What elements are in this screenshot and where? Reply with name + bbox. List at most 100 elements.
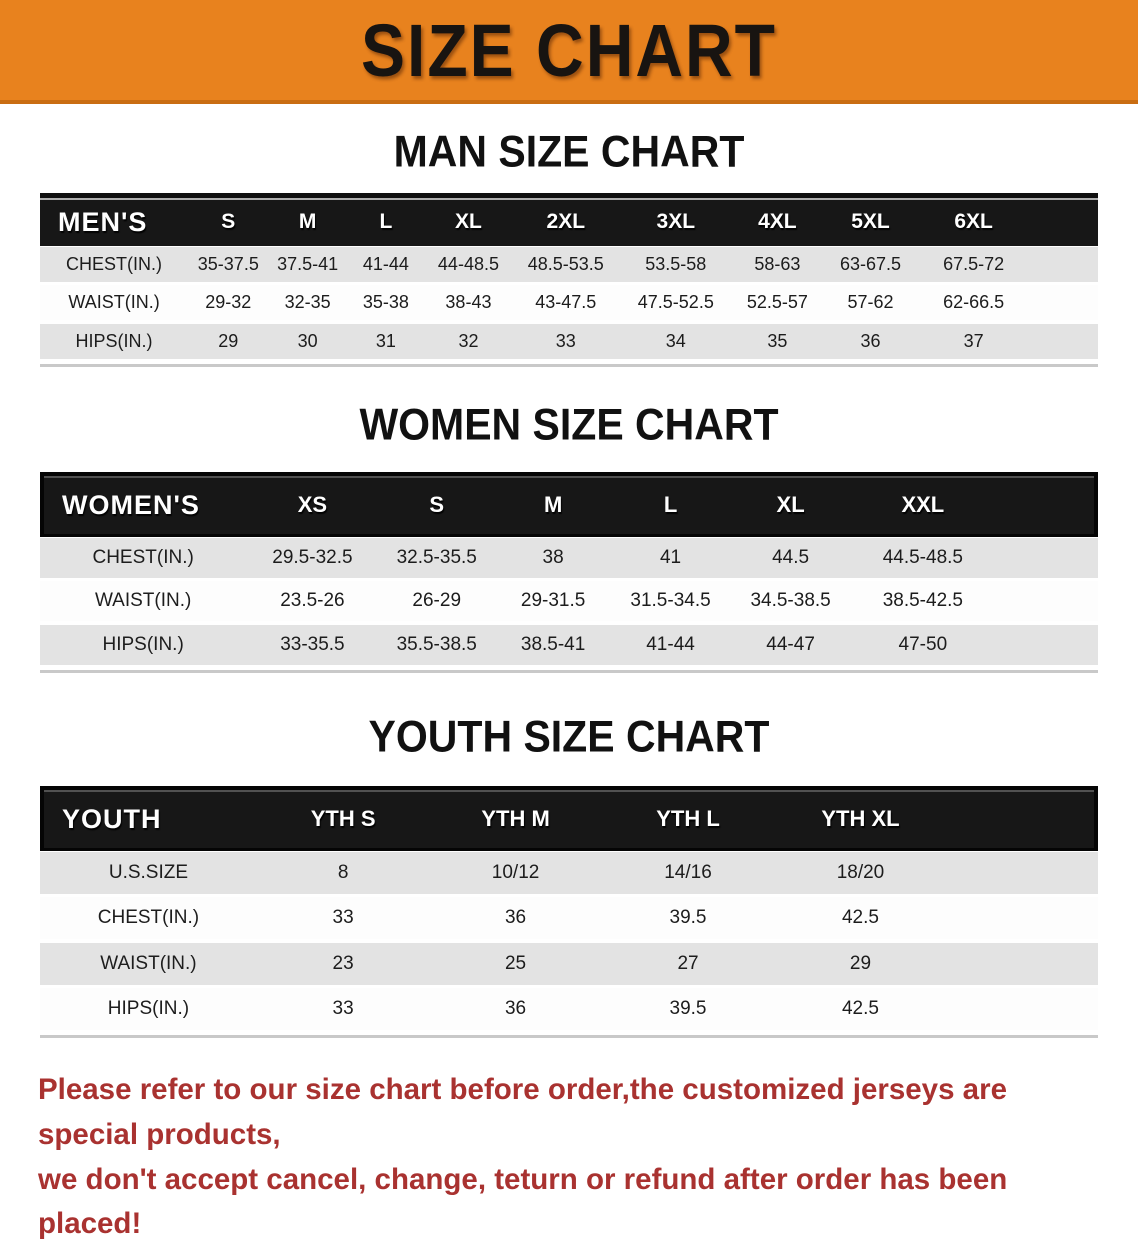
size-cell: 35: [731, 323, 823, 362]
youth-col-header: YTH M: [429, 786, 602, 851]
men-col-header: 6XL: [918, 193, 1030, 246]
size-cell-filler: [994, 624, 1098, 668]
women-hips-row: HIPS(IN.) 33-35.5 35.5-38.5 38.5-41 41-4…: [40, 624, 1098, 668]
size-cell: 63-67.5: [822, 246, 919, 285]
row-label: HIPS(IN.): [40, 624, 247, 668]
row-label: WAIST(IN.): [40, 942, 257, 988]
size-cell: 52.5-57: [731, 285, 823, 323]
disclaimer-text: Please refer to our size chart before or…: [38, 1068, 1100, 1247]
size-cell: 29: [774, 942, 947, 988]
youth-header-row: YOUTH YTH S YTH M YTH L YTH XL: [40, 786, 1098, 851]
size-cell: 8: [256, 851, 430, 897]
size-cell: 58-63: [731, 246, 823, 285]
size-cell: 47-50: [851, 624, 995, 668]
size-cell: 36: [429, 897, 602, 942]
youth-size-table: YOUTH YTH S YTH M YTH L YTH XL U.S.SIZE …: [40, 786, 1098, 1033]
men-table-underline: [40, 364, 1098, 367]
size-cell: 44.5-48.5: [851, 537, 995, 581]
row-label: WAIST(IN.): [40, 581, 247, 624]
men-col-header: 4XL: [731, 193, 823, 246]
men-col-header: L: [346, 193, 426, 246]
size-cell-filler: [946, 851, 1098, 897]
size-cell-filler: [994, 581, 1098, 624]
size-cell: 30: [268, 323, 347, 362]
size-cell: 32: [425, 323, 512, 362]
size-cell: 32.5-35.5: [378, 537, 495, 581]
women-size-chart-heading: WOMEN SIZE CHART: [359, 399, 779, 450]
size-cell: 47.5-52.5: [619, 285, 732, 323]
row-label: WAIST(IN.): [40, 285, 189, 323]
size-cell: 14/16: [601, 851, 775, 897]
size-cell: 23: [256, 942, 430, 988]
size-cell: 44-48.5: [425, 246, 512, 285]
size-cell: 62-66.5: [918, 285, 1030, 323]
men-col-header: 2XL: [511, 193, 620, 246]
youth-col-header: YTH XL: [774, 786, 947, 851]
size-cell: 37: [918, 323, 1030, 362]
men-chest-row: CHEST(IN.) 35-37.5 37.5-41 41-44 44-48.5…: [40, 246, 1098, 285]
size-cell: 36: [429, 988, 602, 1033]
size-cell: 29-32: [188, 285, 269, 323]
size-cell: 39.5: [601, 897, 775, 942]
size-cell: 25: [429, 942, 602, 988]
women-size-table: WOMEN'S XS S M L XL XXL CHEST(IN.) 29.5-…: [40, 472, 1098, 668]
size-cell: 36: [822, 323, 919, 362]
youth-size-chart-heading: YOUTH SIZE CHART: [368, 711, 770, 762]
size-cell: 44-47: [729, 624, 852, 668]
size-cell: 38-43: [425, 285, 512, 323]
size-cell: 43-47.5: [511, 285, 620, 323]
row-label: CHEST(IN.): [40, 897, 257, 942]
row-label: HIPS(IN.): [40, 323, 189, 362]
men-header-row: MEN'S S M L XL 2XL 3XL 4XL 5XL 6XL: [40, 193, 1098, 246]
women-col-header: S: [378, 472, 495, 537]
size-cell: 53.5-58: [619, 246, 732, 285]
size-cell: 26-29: [378, 581, 495, 624]
youth-col-header: YTH S: [256, 786, 430, 851]
size-cell: 35-38: [346, 285, 426, 323]
size-cell: 48.5-53.5: [511, 246, 620, 285]
women-header-filler: [994, 472, 1098, 537]
men-waist-row: WAIST(IN.) 29-32 32-35 35-38 38-43 43-47…: [40, 285, 1098, 323]
size-cell: 33: [256, 897, 430, 942]
women-table-underline: [40, 670, 1098, 673]
women-header-row: WOMEN'S XS S M L XL XXL: [40, 472, 1098, 537]
size-cell: 38.5-42.5: [851, 581, 995, 624]
size-cell: 38.5-41: [494, 624, 612, 668]
men-col-header: XL: [425, 193, 512, 246]
size-cell: 35.5-38.5: [378, 624, 495, 668]
size-chart-banner: SIZE CHART: [0, 0, 1138, 104]
banner-title: SIZE CHART: [361, 8, 777, 92]
size-cell: 41-44: [346, 246, 426, 285]
size-cell: 33: [256, 988, 430, 1033]
men-corner-label: MEN'S: [40, 193, 189, 246]
size-cell-filler: [946, 897, 1098, 942]
size-cell: 29: [188, 323, 269, 362]
women-col-header: XS: [246, 472, 379, 537]
women-col-header: L: [611, 472, 730, 537]
size-cell: 44.5: [729, 537, 852, 581]
size-cell: 41: [611, 537, 730, 581]
size-cell: 10/12: [429, 851, 602, 897]
size-cell: 33: [511, 323, 620, 362]
row-label: CHEST(IN.): [40, 537, 247, 581]
man-size-chart-heading: MAN SIZE CHART: [393, 126, 745, 177]
size-cell: 18/20: [774, 851, 947, 897]
size-cell: 31: [346, 323, 426, 362]
men-header-filler: [1029, 193, 1098, 246]
youth-chest-row: CHEST(IN.) 33 36 39.5 42.5: [40, 897, 1098, 942]
size-cell: 67.5-72: [918, 246, 1030, 285]
disclaimer-line-1: Please refer to our size chart before or…: [38, 1073, 1007, 1151]
youth-ussize-row: U.S.SIZE 8 10/12 14/16 18/20: [40, 851, 1098, 897]
size-cell: 37.5-41: [268, 246, 347, 285]
men-hips-row: HIPS(IN.) 29 30 31 32 33 34 35 36 37: [40, 323, 1098, 362]
row-label: U.S.SIZE: [40, 851, 257, 897]
men-col-header: S: [188, 193, 269, 246]
size-cell-filler: [946, 988, 1098, 1033]
size-cell-filler: [994, 537, 1098, 581]
men-size-table: MEN'S S M L XL 2XL 3XL 4XL 5XL 6XL CHEST…: [40, 193, 1098, 362]
size-cell: 31.5-34.5: [611, 581, 730, 624]
youth-corner-label: YOUTH: [40, 786, 257, 851]
size-cell: 57-62: [822, 285, 919, 323]
size-cell: 29-31.5: [494, 581, 612, 624]
men-col-header: 3XL: [619, 193, 732, 246]
